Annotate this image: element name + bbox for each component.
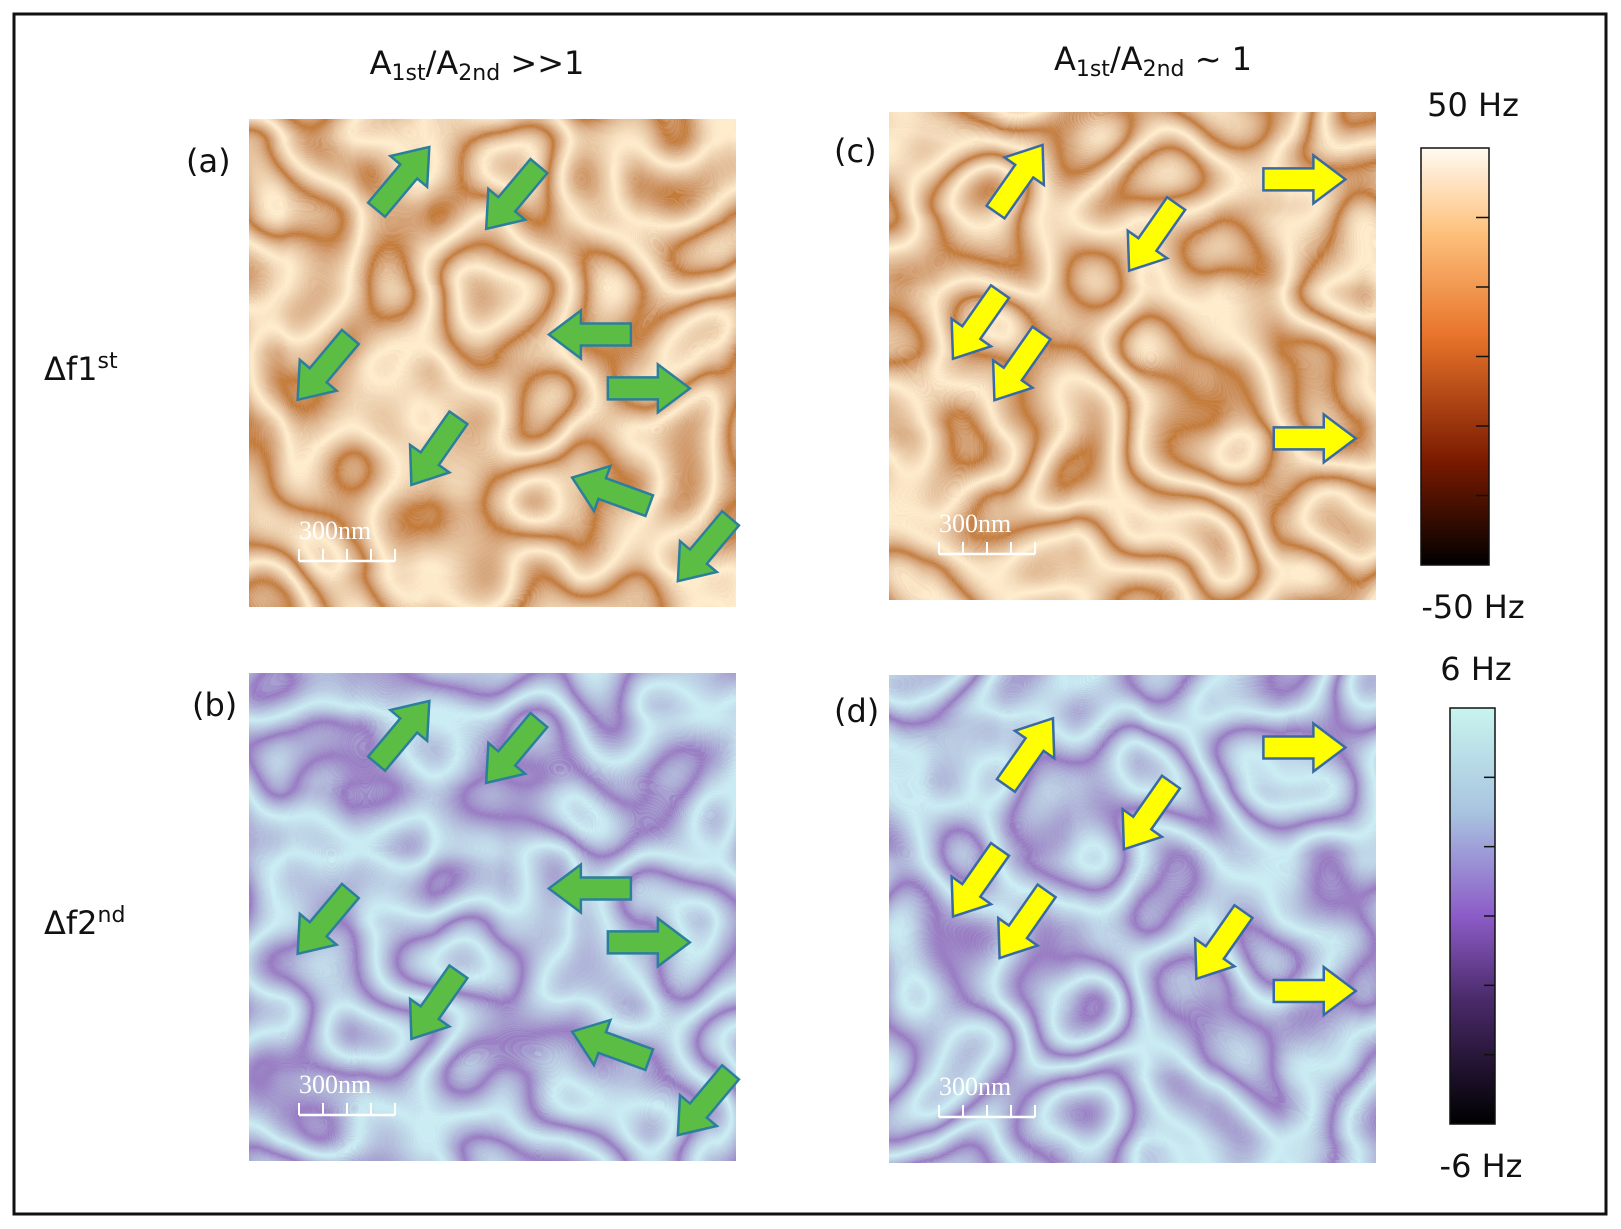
row-label: Δf2nd [44,903,125,942]
colorbar-min: -50 Hz [1421,588,1524,626]
header-part: A [370,44,392,82]
frame [12,12,1608,1216]
header-sub: 2nd [1143,57,1185,82]
header-part: A [1054,40,1076,78]
afm-image [889,112,1376,600]
row-label-sup: nd [98,903,126,928]
row-label-sup: st [98,349,118,374]
row-label-main: Δf2 [44,904,98,942]
panel-label: (a) [186,142,231,180]
row-label: Δf1st [44,349,118,388]
panel-label: (b) [192,686,237,724]
header-part: /A [1110,40,1143,78]
scale-bar-label: 300nm [299,516,371,545]
header-part: >>1 [500,44,584,82]
column-header: A1st/A2nd >>1 [370,44,585,86]
panel-label: (d) [834,692,879,730]
column-header: A1st/A2nd ~ 1 [1054,40,1252,82]
row-label-main: Δf1 [44,350,98,388]
header-sub: 1st [1076,57,1110,82]
scale-bar-label: 300nm [939,509,1011,538]
colorbar-max: 50 Hz [1427,86,1519,124]
panel-label: (c) [834,132,877,170]
header-sub: 1st [392,61,426,86]
colorbar-max: 6 Hz [1440,650,1511,688]
header-part: ~ 1 [1185,40,1253,78]
header-part: /A [426,44,459,82]
colorbar-min: -6 Hz [1440,1147,1523,1185]
header-sub: 2nd [458,61,500,86]
scale-bar-label: 300nm [939,1072,1011,1101]
scale-bar-label: 300nm [299,1070,371,1099]
